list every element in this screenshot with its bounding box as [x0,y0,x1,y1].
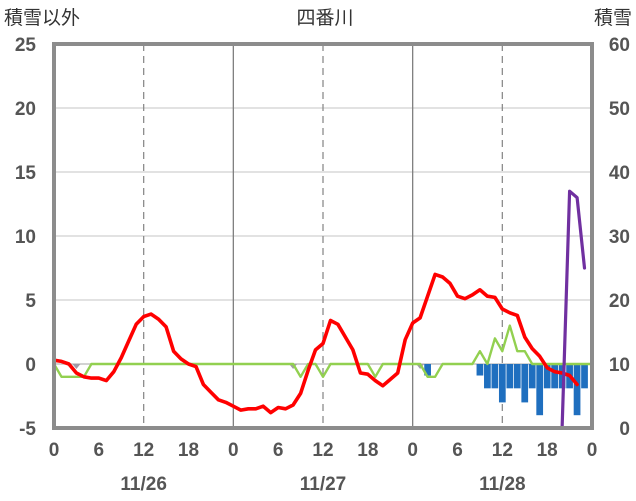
x-tick-label-5: 6 [273,440,284,461]
wind-line [52,324,594,378]
left-tick-label-0: -5 [19,419,36,440]
plot-frame [52,42,594,430]
right-tick-label-0: 0 [619,419,630,440]
x-tick-label-7: 18 [357,440,378,461]
precip-bar-7 [521,364,529,403]
precip-bar-15 [581,364,588,389]
precip-bar-5 [506,364,514,389]
right-tick-label-5: 50 [609,99,630,120]
right-tick-label-1: 10 [609,355,630,376]
precip-bar-14 [573,364,581,416]
left-tick-label-3: 10 [15,227,36,248]
gray-marker-0 [72,364,81,369]
precip-bar-10 [543,364,551,389]
right-axis-label: 積雪 [594,7,632,29]
right-tick-label-4: 40 [609,163,630,184]
x-tick-label-6: 12 [312,440,333,461]
x-tick-label-12: 0 [587,440,598,461]
x-tick-label-8: 0 [407,440,418,461]
precip-bar-12 [558,364,566,389]
date-label-2: 11/28 [479,474,526,495]
precip-bar-1 [476,364,484,376]
plot-border [52,42,594,430]
precip-bar-0 [424,364,431,376]
precip-bar-3 [491,364,499,389]
x-tick-label-2: 12 [133,440,154,461]
precip-bar-8 [528,364,536,389]
right-tick-label-2: 20 [609,291,630,312]
precip-bar-2 [484,364,491,389]
precip-bar-4 [498,364,506,403]
right-tick-label-6: 60 [609,35,630,56]
left-tick-label-1: 0 [25,355,36,376]
left-axis-label: 積雪以外 [4,7,80,29]
chart-title: 四番川 [296,7,353,29]
x-tick-label-4: 0 [228,440,239,461]
x-tick-label-1: 6 [94,440,105,461]
right-tick-label-3: 30 [609,227,630,248]
x-tick-label-10: 12 [492,440,513,461]
x-tick-label-3: 18 [178,440,199,461]
date-label-1: 11/27 [300,474,347,495]
temperature-line [52,272,579,415]
left-tick-label-6: 25 [15,35,37,56]
left-tick-label-4: 15 [15,163,37,184]
gridlines [54,44,592,428]
precip-bars [424,364,588,416]
x-tick-label-0: 0 [49,440,60,461]
precip-bar-9 [536,364,544,416]
x-tick-label-9: 6 [452,440,463,461]
left-tick-label-5: 20 [15,99,36,120]
date-label-0: 11/26 [120,474,167,495]
x-tick-label-11: 18 [537,440,558,461]
precip-bar-6 [513,364,521,389]
left-tick-label-2: 5 [25,291,36,312]
precip-bar-11 [551,364,559,389]
